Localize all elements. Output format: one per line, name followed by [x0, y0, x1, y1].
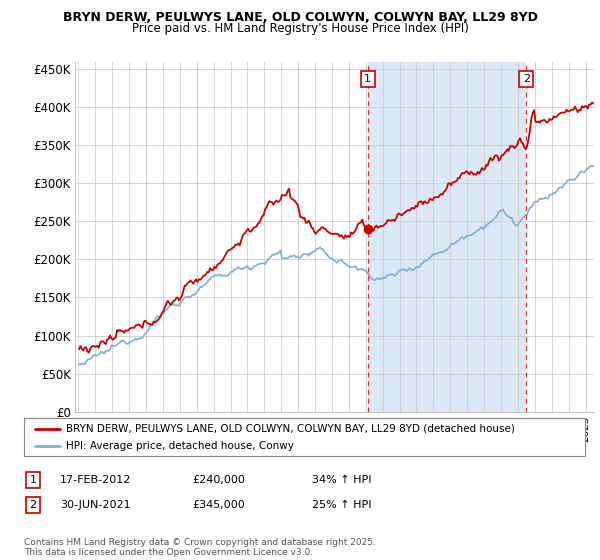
Text: 25% ↑ HPI: 25% ↑ HPI: [312, 500, 371, 510]
Bar: [368, 62, 526, 412]
Text: 1: 1: [29, 475, 37, 485]
Text: 2: 2: [523, 74, 530, 84]
Text: Contains HM Land Registry data © Crown copyright and database right 2025.
This d: Contains HM Land Registry data © Crown c…: [24, 538, 376, 557]
Text: £345,000: £345,000: [192, 500, 245, 510]
Text: 34% ↑ HPI: 34% ↑ HPI: [312, 475, 371, 485]
Text: HPI: Average price, detached house, Conwy: HPI: Average price, detached house, Conw…: [66, 441, 294, 451]
Text: 17-FEB-2012: 17-FEB-2012: [60, 475, 131, 485]
Text: 2: 2: [29, 500, 37, 510]
Text: Price paid vs. HM Land Registry's House Price Index (HPI): Price paid vs. HM Land Registry's House …: [131, 22, 469, 35]
Text: £240,000: £240,000: [192, 475, 245, 485]
Text: 1: 1: [364, 74, 371, 84]
Text: 30-JUN-2021: 30-JUN-2021: [60, 500, 131, 510]
Text: BRYN DERW, PEULWYS LANE, OLD COLWYN, COLWYN BAY, LL29 8YD (detached house): BRYN DERW, PEULWYS LANE, OLD COLWYN, COL…: [66, 424, 515, 434]
Text: BRYN DERW, PEULWYS LANE, OLD COLWYN, COLWYN BAY, LL29 8YD: BRYN DERW, PEULWYS LANE, OLD COLWYN, COL…: [62, 11, 538, 24]
